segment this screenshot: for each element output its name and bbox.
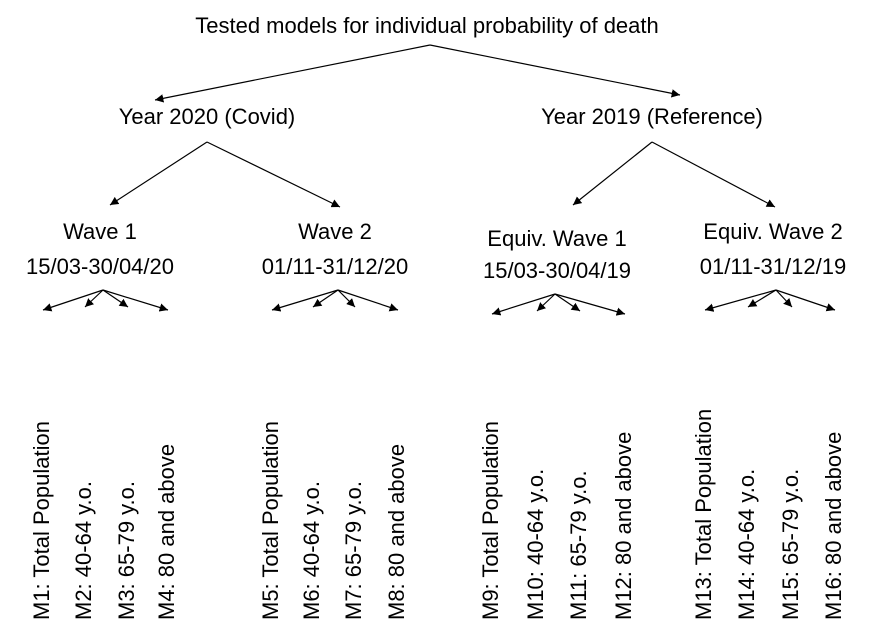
arrow xyxy=(554,293,581,312)
model-label: M9: Total Population xyxy=(478,421,503,620)
arrow xyxy=(337,289,399,312)
model-label: M12: 80 and above xyxy=(611,432,636,620)
model-label: M3: 65-79 y.o. xyxy=(114,481,139,620)
root-title: Tested models for individual probability… xyxy=(195,13,659,38)
arrow xyxy=(102,289,129,308)
wave-name: Wave 1 xyxy=(63,219,137,244)
arrow xyxy=(651,141,776,208)
arrow xyxy=(84,289,104,308)
model-label: M15: 65-79 y.o. xyxy=(778,469,803,620)
year-label: Year 2020 (Covid) xyxy=(119,104,296,129)
wave-name: Equiv. Wave 2 xyxy=(703,219,842,244)
wave-dates: 15/03-30/04/20 xyxy=(26,254,174,279)
arrow xyxy=(206,141,341,208)
arrow xyxy=(775,289,793,308)
arrow xyxy=(554,293,626,316)
model-label: M8: 80 and above xyxy=(384,444,409,620)
arrow xyxy=(536,293,556,312)
arrow xyxy=(312,289,339,308)
model-label: M1: Total Population xyxy=(29,421,54,620)
arrow xyxy=(429,44,681,98)
model-label: M14: 40-64 y.o. xyxy=(734,469,759,620)
arrow xyxy=(572,141,653,206)
arrow xyxy=(491,293,556,316)
arrow xyxy=(109,141,208,206)
arrow xyxy=(42,289,104,312)
model-label: M5: Total Population xyxy=(258,421,283,620)
wave-name: Equiv. Wave 1 xyxy=(487,226,626,251)
arrow xyxy=(337,289,356,308)
arrow xyxy=(271,289,339,312)
model-label: M2: 40-64 y.o. xyxy=(71,481,96,620)
model-label: M7: 65-79 y.o. xyxy=(341,481,366,620)
year-label: Year 2019 (Reference) xyxy=(541,104,763,129)
wave-dates: 15/03-30/04/19 xyxy=(483,258,631,283)
model-label: M10: 40-64 y.o. xyxy=(523,469,548,620)
wave-name: Wave 2 xyxy=(298,219,372,244)
arrow xyxy=(775,289,836,312)
model-label: M4: 80 and above xyxy=(154,444,179,620)
wave-dates: 01/11-31/12/19 xyxy=(700,254,846,279)
arrow xyxy=(747,289,777,308)
wave-dates: 01/11-31/12/20 xyxy=(262,254,408,279)
model-label: M13: Total Population xyxy=(691,409,716,620)
arrow xyxy=(102,289,169,312)
arrow xyxy=(154,44,431,103)
model-label: M16: 80 and above xyxy=(821,432,846,620)
model-label: M6: 40-64 y.o. xyxy=(299,481,324,620)
model-label: M11: 65-79 y.o. xyxy=(566,470,591,620)
arrow xyxy=(704,289,777,312)
